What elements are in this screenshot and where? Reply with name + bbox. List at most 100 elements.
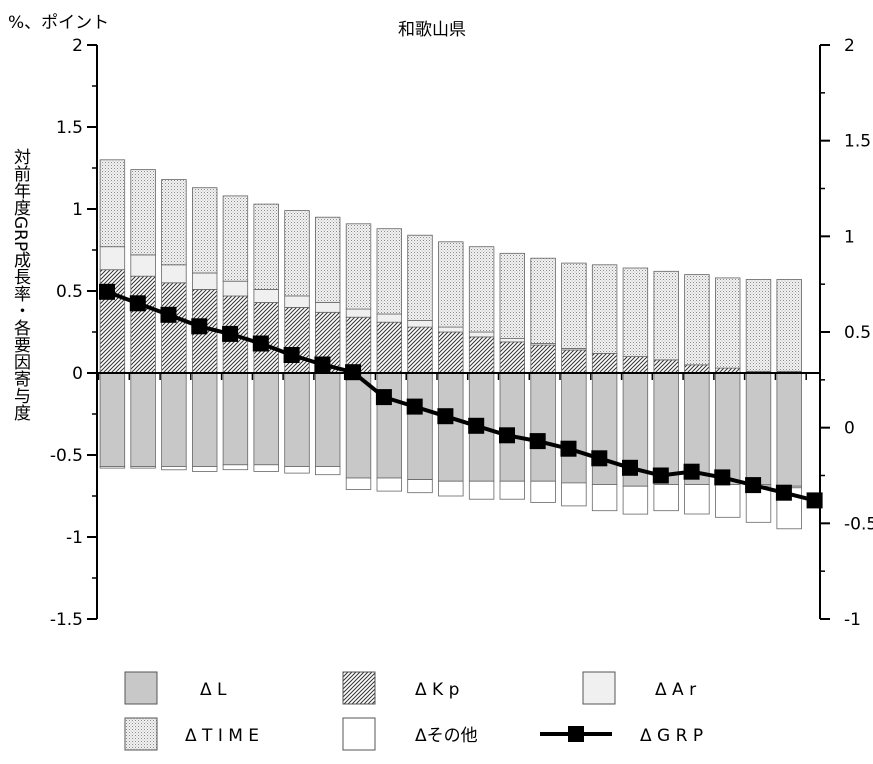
bar-segment-2-12 <box>468 331 495 338</box>
bar-segment-4-6 <box>284 466 310 474</box>
dgrp-marker-19 <box>683 463 700 480</box>
chart-title: 和歌山県 <box>398 20 466 40</box>
dgrp-marker-20 <box>714 469 731 486</box>
bar-segment-1-9 <box>376 321 403 374</box>
bar-segment-4-19 <box>684 484 710 515</box>
bar-segment-2-4 <box>222 280 249 297</box>
dgrp-marker-8 <box>345 364 362 381</box>
legend-swatch-dl <box>124 671 158 705</box>
bar-segment-0-11 <box>438 372 464 482</box>
bar-segment-3-8 <box>345 223 372 310</box>
dgrp-marker-18 <box>652 467 669 484</box>
bar-segment-3-18 <box>653 270 679 361</box>
dgrp-marker-5 <box>252 335 269 352</box>
legend-marker-dgrp <box>568 726 584 742</box>
dgrp-marker-13 <box>499 427 515 444</box>
bar-segment-4-14 <box>530 480 556 503</box>
bar-segment-3-6 <box>284 210 310 297</box>
legend: Δ L Δ K p Δ A r Δ T I M E Δその他 Δ G R P <box>124 671 703 751</box>
bar-segment-0-22 <box>776 372 802 487</box>
y-tick-label-3: 0 <box>72 364 83 384</box>
dgrp-marker-9 <box>375 389 392 406</box>
dgrp-marker-14 <box>529 433 546 450</box>
bar-segment-2-13 <box>499 338 526 343</box>
dgrp-marker-12 <box>468 417 485 434</box>
dgrp-marker-22 <box>775 484 792 501</box>
dgrp-marker-2 <box>160 306 177 323</box>
bar-segment-1-13 <box>499 341 526 374</box>
bar-segment-1-1 <box>130 275 156 374</box>
bar-segment-1-19 <box>684 364 710 374</box>
dgrp-marker-3 <box>191 318 208 335</box>
bar-segment-3-4 <box>222 195 249 282</box>
bar-segment-3-20 <box>715 277 741 369</box>
bar-segment-1-12 <box>468 336 495 374</box>
y2-tick-label-2: 0 <box>844 419 855 439</box>
bar-segment-4-9 <box>376 477 403 492</box>
bar-segment-0-6 <box>284 372 310 467</box>
y-unit-label: %、ポイント <box>8 13 109 33</box>
y2-tick-label-0: -1 <box>844 610 861 630</box>
bar-segment-3-10 <box>407 234 433 321</box>
bar-segment-2-6 <box>284 295 310 308</box>
y2-tick-label-4: 1 <box>844 227 855 247</box>
bar-segment-4-3 <box>191 466 218 472</box>
bar-segment-3-16 <box>591 264 618 354</box>
bar-segment-0-4 <box>222 372 249 466</box>
bar-segment-0-18 <box>653 372 679 485</box>
y-tick-label-6: 1.5 <box>56 118 83 138</box>
bar-segment-0-10 <box>407 372 433 480</box>
legend-label-dtime: Δ T I M E <box>185 726 259 746</box>
legend-label-dother: Δその他 <box>415 726 478 746</box>
y2-tick-label-1: -0.5 <box>844 514 873 534</box>
bar-segment-2-9 <box>376 313 403 323</box>
bar-segment-0-20 <box>715 372 741 485</box>
y2-tick-label-5: 1.5 <box>844 132 871 152</box>
bar-segment-4-0 <box>99 466 126 469</box>
bar-segment-1-14 <box>530 344 556 374</box>
bar-segment-3-9 <box>376 228 403 315</box>
bar-segment-2-1 <box>130 254 156 277</box>
y2-tick-label-3: 0.5 <box>844 323 871 343</box>
bar-segment-1-10 <box>407 326 433 374</box>
bar-segment-2-0 <box>99 246 126 271</box>
bar-segment-4-16 <box>591 484 618 512</box>
dgrp-marker-21 <box>745 477 762 494</box>
bar-segment-4-8 <box>345 477 372 490</box>
bar-segment-4-7 <box>314 466 341 476</box>
bar-segment-0-2 <box>161 372 187 467</box>
bar-segment-3-11 <box>438 241 464 328</box>
bar-segment-0-21 <box>745 372 772 485</box>
bar-segment-0-8 <box>345 372 372 479</box>
bar-segment-2-2 <box>161 264 187 284</box>
bar-segment-4-13 <box>499 480 526 500</box>
bar-segment-2-5 <box>253 288 279 303</box>
dgrp-marker-17 <box>622 459 638 476</box>
dgrp-marker-4 <box>222 325 239 342</box>
legend-label-dar: Δ A r <box>655 680 696 700</box>
bar-segment-3-3 <box>191 187 218 274</box>
legend-label-dl: Δ L <box>200 680 227 700</box>
bar-segment-4-17 <box>622 485 649 515</box>
bar-segment-0-14 <box>530 372 556 482</box>
bar-segment-3-22 <box>776 279 802 372</box>
y-tick-label-7: 2 <box>72 36 83 56</box>
legend-swatch-dkp <box>342 671 376 705</box>
y-tick-label-0: -1.5 <box>50 610 83 630</box>
legend-swatch-dother <box>342 717 376 751</box>
bar-segment-1-17 <box>622 356 649 374</box>
dgrp-marker-15 <box>560 440 577 457</box>
bar-segment-3-0 <box>99 159 126 248</box>
bar-segment-4-18 <box>653 484 679 512</box>
bar-segment-3-13 <box>499 252 526 340</box>
bar-segment-2-8 <box>345 308 372 318</box>
bar-segment-0-9 <box>376 372 403 479</box>
bar-segment-3-15 <box>561 262 587 349</box>
legend-label-dgrp: Δ G R P <box>640 726 703 746</box>
bar-segment-1-6 <box>284 306 310 374</box>
bar-segment-4-11 <box>438 480 464 497</box>
bar-segment-3-2 <box>161 179 187 266</box>
y-axis-title: 対前年度GRP成長率・各要因寄与度 <box>10 148 31 421</box>
dgrp-marker-1 <box>129 295 146 312</box>
bar-segment-0-7 <box>314 372 341 467</box>
